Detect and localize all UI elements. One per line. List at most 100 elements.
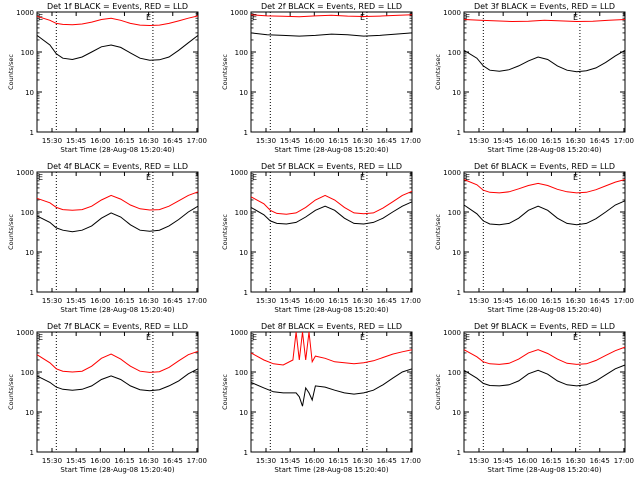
chart-title: Det 9f BLACK = Events, RED = LLD — [474, 322, 615, 331]
x-tick-label: 15:30 — [256, 297, 276, 305]
plot-frame — [36, 171, 199, 293]
corner-label-right: E — [146, 173, 151, 182]
x-tick-label: 16:00 — [517, 297, 537, 305]
x-tick-label: 16:30 — [353, 137, 373, 145]
y-axis-label: Counts/sec — [7, 54, 15, 90]
x-tick-label: 16:00 — [90, 457, 110, 465]
x-tick-label: 16:15 — [328, 297, 348, 305]
chart-title: Det 1f BLACK = Events, RED = LLD — [47, 2, 188, 11]
x-tick-label: 15:45 — [280, 137, 300, 145]
x-axis-label: Start Time (28-Aug-08 15:20:40) — [487, 466, 601, 474]
x-tick-label: 15:30 — [42, 137, 62, 145]
x-axis-label: Start Time (28-Aug-08 15:20:40) — [60, 466, 174, 474]
x-tick-label: 15:30 — [469, 457, 489, 465]
y-tick-label: 10 — [239, 89, 248, 97]
x-axis-label: Start Time (28-Aug-08 15:20:40) — [274, 146, 388, 154]
x-tick-label: 16:00 — [90, 137, 110, 145]
x-tick-label: 16:30 — [139, 457, 159, 465]
corner-label-left: E — [38, 333, 43, 342]
x-tick-label: 15:45 — [66, 137, 86, 145]
y-tick-label: 10 — [25, 249, 34, 257]
x-tick-label: 17:00 — [614, 137, 634, 145]
plot-frame — [463, 171, 626, 293]
x-tick-label: 17:00 — [401, 297, 421, 305]
x-tick-label: 15:45 — [493, 297, 513, 305]
corner-label-left: E — [252, 333, 257, 342]
x-tick-label: 16:45 — [163, 297, 183, 305]
corner-label-right: E — [146, 333, 151, 342]
x-tick-label: 16:15 — [541, 137, 561, 145]
x-tick-label: 16:00 — [304, 137, 324, 145]
series-events-line — [463, 200, 626, 226]
x-tick-label: 15:45 — [493, 457, 513, 465]
corner-label-right: E — [360, 173, 365, 182]
series-lld-line — [463, 346, 626, 365]
y-tick-label: 1000 — [230, 9, 248, 17]
corner-label-right: E — [573, 173, 578, 182]
series-lld-line — [250, 331, 413, 366]
x-tick-label: 15:45 — [493, 137, 513, 145]
y-tick-label: 100 — [448, 49, 461, 57]
corner-label-right: E — [573, 13, 578, 22]
x-tick-label: 16:30 — [566, 137, 586, 145]
x-tick-label: 16:45 — [163, 457, 183, 465]
series-lld-line — [463, 179, 626, 194]
x-axis-label: Start Time (28-Aug-08 15:20:40) — [274, 306, 388, 314]
x-tick-label: 16:00 — [304, 457, 324, 465]
x-tick-label: 16:30 — [139, 137, 159, 145]
corner-label-right: E — [360, 333, 365, 342]
y-tick-label: 1 — [457, 129, 461, 137]
y-tick-label: 1 — [244, 289, 248, 297]
x-tick-label: 15:30 — [469, 297, 489, 305]
y-tick-label: 100 — [21, 369, 34, 377]
y-tick-label: 10 — [239, 249, 248, 257]
corner-label-right: E — [573, 333, 578, 342]
x-axis-label: Start Time (28-Aug-08 15:20:40) — [487, 306, 601, 314]
y-tick-label: 100 — [235, 209, 248, 217]
chart-panel: Det 4f BLACK = Events, RED = LLD E E 1 10 100… — [7, 162, 207, 314]
corner-label-left: E — [38, 173, 43, 182]
series-events-line — [250, 201, 413, 225]
y-axis-label: Counts/sec — [7, 374, 15, 410]
y-axis-label: Counts/sec — [221, 54, 229, 90]
x-tick-label: 15:45 — [280, 297, 300, 305]
y-tick-label: 1 — [30, 129, 34, 137]
corner-label-right: E — [360, 13, 365, 22]
x-tick-label: 15:45 — [280, 457, 300, 465]
series-lld-line — [36, 191, 199, 211]
x-axis-label: Start Time (28-Aug-08 15:20:40) — [487, 146, 601, 154]
x-tick-label: 16:30 — [566, 297, 586, 305]
x-tick-label: 16:45 — [377, 457, 397, 465]
y-tick-label: 1000 — [230, 329, 248, 337]
x-tick-label: 17:00 — [401, 457, 421, 465]
x-tick-label: 16:00 — [517, 137, 537, 145]
x-tick-label: 16:00 — [517, 457, 537, 465]
series-lld-line — [36, 350, 199, 373]
y-tick-label: 100 — [448, 209, 461, 217]
chart-panel: Det 3f BLACK = Events, RED = LLD E E 1 10 100… — [434, 2, 634, 154]
y-tick-label: 1 — [30, 289, 34, 297]
y-tick-label: 1000 — [16, 329, 34, 337]
x-axis-label: Start Time (28-Aug-08 15:20:40) — [60, 306, 174, 314]
y-tick-label: 1 — [244, 449, 248, 457]
x-tick-label: 15:45 — [66, 297, 86, 305]
x-tick-label: 16:15 — [541, 457, 561, 465]
x-tick-label: 16:45 — [590, 457, 610, 465]
x-tick-label: 16:30 — [353, 297, 373, 305]
corner-label-left: E — [252, 13, 257, 22]
y-tick-label: 1 — [457, 449, 461, 457]
chart-panel: Det 5f BLACK = Events, RED = LLD E E 1 10 100… — [221, 162, 421, 314]
y-tick-label: 1 — [30, 449, 34, 457]
y-tick-label: 100 — [448, 369, 461, 377]
x-tick-label: 16:30 — [353, 457, 373, 465]
x-tick-label: 16:45 — [163, 137, 183, 145]
series-events-line — [463, 364, 626, 387]
y-tick-label: 10 — [452, 249, 461, 257]
series-events-line — [36, 34, 199, 61]
x-tick-label: 16:15 — [328, 457, 348, 465]
plot-frame — [250, 331, 413, 453]
series-events-line — [250, 32, 413, 37]
